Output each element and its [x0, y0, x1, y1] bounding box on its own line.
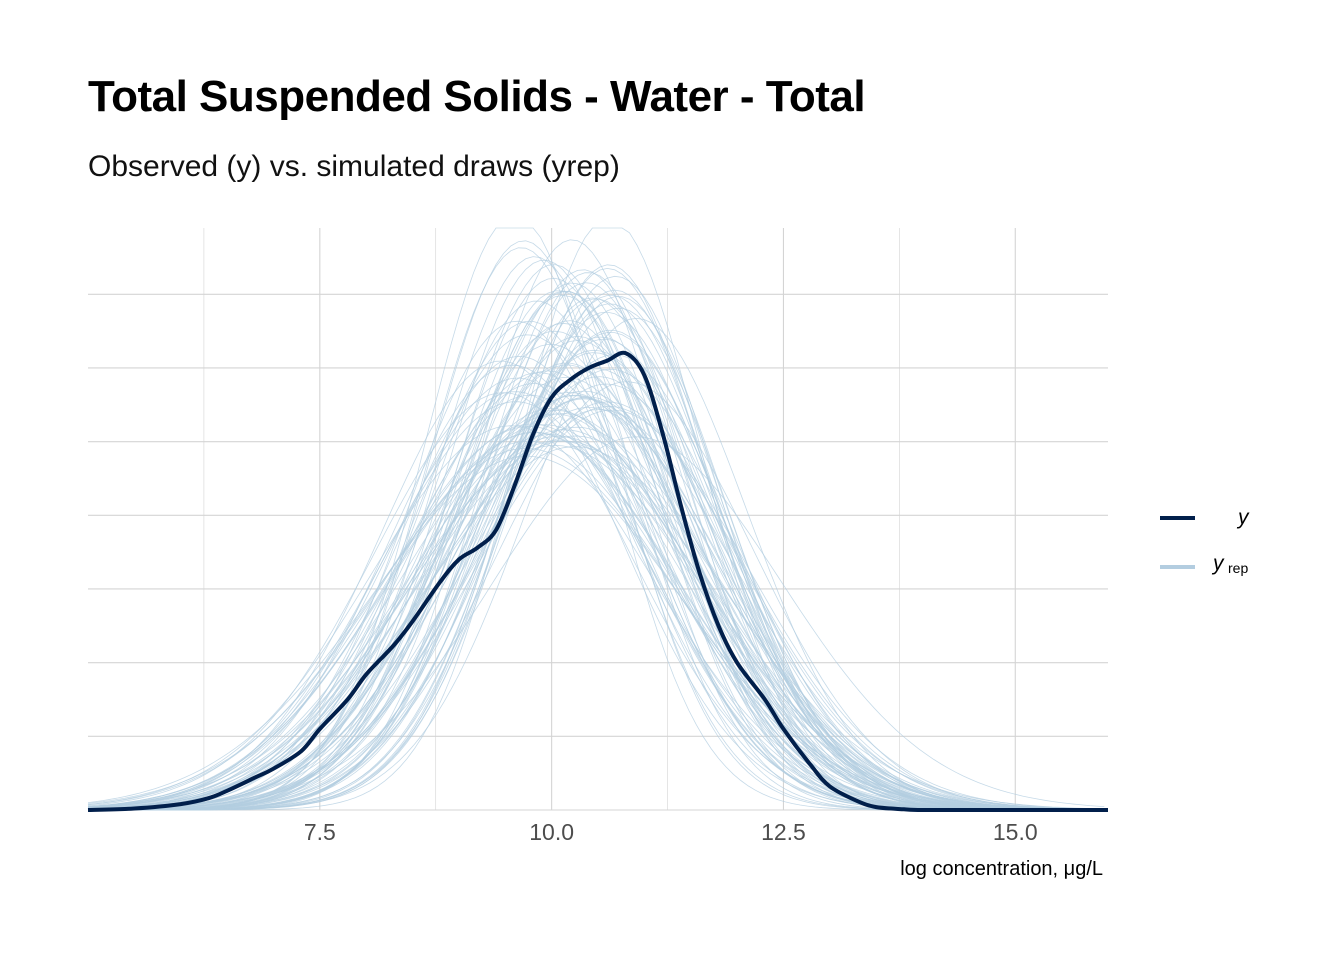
- yrep-density-line: [88, 277, 1105, 811]
- yrep-density-line: [87, 392, 1105, 811]
- yrep-density-line: [88, 311, 1105, 811]
- yrep-density-line: [88, 291, 1105, 811]
- yrep-density-line: [87, 434, 1105, 810]
- yrep-density-line: [87, 376, 1105, 811]
- x-tick-label: 10.0: [529, 819, 574, 845]
- yrep-density-line: [88, 401, 1105, 811]
- yrep-density-line: [88, 383, 1105, 811]
- yrep-density-line: [87, 377, 1105, 811]
- yrep-density-line: [87, 447, 1105, 810]
- yrep-density-line: [88, 354, 1105, 811]
- yrep-density-line: [87, 394, 1105, 811]
- legend-label-observed: y: [1236, 506, 1250, 529]
- yrep-density-line: [88, 340, 1105, 811]
- yrep-density-line: [87, 455, 1105, 811]
- yrep-density-line: [88, 227, 1105, 811]
- yrep-density-line: [88, 240, 1105, 811]
- legend: y y rep: [1160, 506, 1250, 576]
- yrep-density-line: [88, 381, 1105, 811]
- yrep-density-line: [88, 295, 1105, 811]
- chart-title: Total Suspended Solids - Water - Total: [88, 72, 866, 121]
- yrep-density-line: [87, 394, 1105, 811]
- yrep-density-line: [87, 391, 1105, 811]
- yrep-density-line: [88, 352, 1105, 811]
- yrep-density-line: [87, 355, 1105, 811]
- replicated-density-lines: [87, 227, 1105, 811]
- x-axis-ticks: 7.5 10.0 12.5 15.0: [304, 819, 1038, 845]
- yrep-density-line: [87, 398, 1105, 811]
- x-tick-label: 15.0: [993, 819, 1038, 845]
- x-tick-label: 7.5: [304, 819, 336, 845]
- yrep-density-line: [88, 296, 1105, 811]
- yrep-density-line: [87, 383, 1105, 811]
- yrep-density-line: [87, 435, 1105, 810]
- yrep-density-line: [87, 440, 1105, 810]
- grid-lines: [88, 228, 1108, 811]
- yrep-density-line: [87, 391, 1105, 811]
- yrep-density-line: [88, 256, 1105, 811]
- x-axis-label: log concentration, μg/L: [900, 858, 1103, 880]
- yrep-density-line: [87, 436, 1105, 811]
- yrep-density-line: [87, 446, 1105, 810]
- yrep-density-line: [87, 426, 1105, 810]
- yrep-density-line: [87, 349, 1105, 811]
- yrep-density-line: [87, 372, 1105, 811]
- yrep-density-line: [88, 322, 1105, 811]
- legend-label-replicated: y: [1211, 552, 1225, 575]
- yrep-density-line: [87, 431, 1105, 811]
- yrep-density-line: [87, 435, 1105, 810]
- yrep-density-line: [88, 239, 1105, 811]
- yrep-density-line: [88, 227, 1105, 811]
- yrep-density-line: [88, 303, 1105, 811]
- observed-density-layer: [87, 350, 1108, 813]
- yrep-density-line: [88, 368, 1105, 811]
- legend-label-replicated-sub: rep: [1228, 560, 1248, 576]
- yrep-density-line: [87, 395, 1105, 811]
- x-tick-label: 12.5: [761, 819, 806, 845]
- yrep-density-line: [87, 440, 1105, 810]
- yrep-density-line: [87, 426, 1105, 811]
- yrep-density-line: [87, 444, 1105, 810]
- yrep-density-line: [87, 440, 1105, 811]
- observed-density-line: [87, 350, 1108, 813]
- yrep-density-line: [88, 343, 1105, 811]
- yrep-density-line: [88, 264, 1105, 811]
- chart-subtitle: Observed (y) vs. simulated draws (yrep): [88, 150, 620, 183]
- yrep-density-line: [87, 425, 1105, 811]
